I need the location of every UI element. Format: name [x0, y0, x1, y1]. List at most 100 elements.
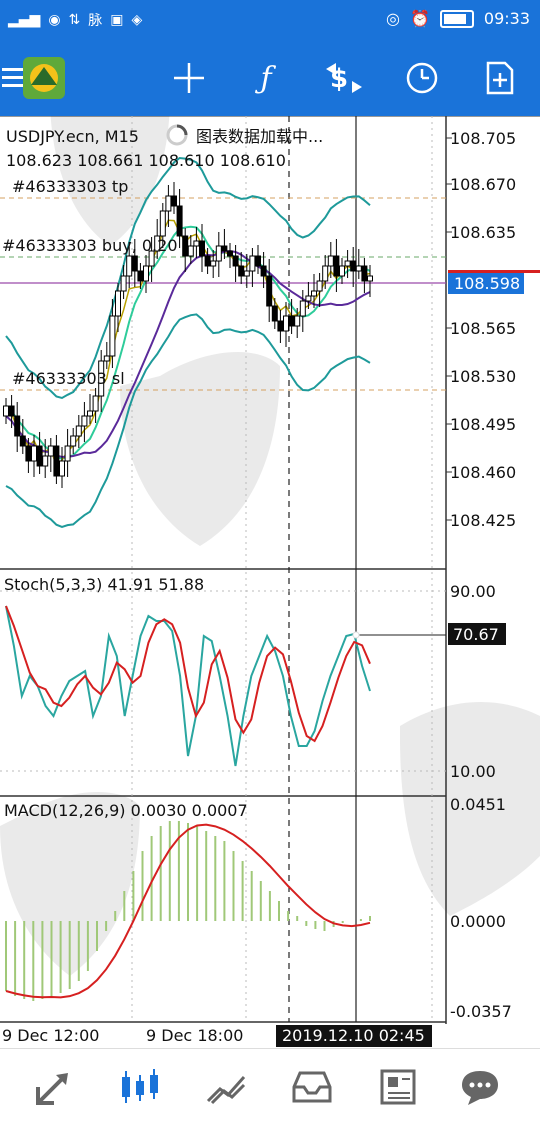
candle-body	[25, 445, 32, 462]
stoch-value-box	[448, 623, 506, 645]
menu-icon[interactable]	[0, 52, 42, 104]
loading-spinner-icon	[166, 124, 188, 146]
candle-body	[159, 210, 166, 237]
top-toolbar: ƒ $	[0, 40, 540, 116]
clock-icon[interactable]	[396, 52, 448, 104]
image-icon: ▣	[110, 12, 124, 28]
network-icon: ⇅	[68, 12, 81, 28]
macd-level-label: 0.0000	[450, 912, 506, 931]
symbol-label: USDJPY.ecn, M15	[6, 127, 139, 146]
candle-body	[131, 255, 138, 272]
candle-body	[187, 245, 194, 257]
candle-body	[14, 415, 21, 437]
status-bar: ▂▄▆ ◉ ⇅ 脉 ▣ ◈ ◎ ⏰ 09:33	[0, 0, 540, 40]
candle-body	[176, 205, 183, 237]
candle-body	[355, 265, 362, 272]
candle-body	[333, 255, 340, 277]
candle-body	[283, 315, 289, 332]
candle-body	[19, 435, 26, 447]
candle-body	[109, 315, 116, 357]
macd-level-label: -0.0357	[450, 1002, 512, 1021]
app-icon: ◈	[131, 12, 143, 28]
trending-icon[interactable]	[204, 1065, 248, 1109]
candle-body	[210, 260, 217, 267]
price-label: 108.425	[450, 511, 516, 530]
price-label: 108.565	[450, 319, 516, 338]
battery-icon	[439, 9, 474, 28]
chat-icon[interactable]	[458, 1065, 502, 1109]
price-label: 108.495	[450, 415, 516, 434]
watermark-shield	[0, 76, 540, 976]
macd-level-label: 0.0451	[450, 795, 506, 814]
candle-body	[137, 270, 144, 282]
function-icon[interactable]: ƒ	[260, 60, 272, 96]
candle-body	[199, 240, 205, 257]
chart-area[interactable]: USDJPY.ecn, M15 图表数据加载中... 108.623 108.6…	[0, 76, 540, 1048]
order-tp-label: #46333303 tp	[12, 177, 128, 196]
candle-body	[266, 275, 273, 307]
candle-body	[70, 435, 77, 447]
time-label: 9 Dec 18:00	[146, 1026, 243, 1045]
price-label: 108.670	[450, 175, 516, 194]
candle-body	[120, 275, 127, 292]
candle-body	[221, 245, 228, 252]
candle-body	[204, 255, 211, 267]
trade-arrows-icon[interactable]	[32, 1065, 76, 1109]
candle-body	[115, 290, 121, 317]
net-label: 脉	[88, 13, 103, 29]
candle-body	[232, 255, 239, 267]
candle-body	[350, 260, 357, 272]
candle-body	[322, 265, 329, 282]
status-left-icons: ▂▄▆ ◉ ⇅ 脉 ▣ ◈	[8, 10, 142, 30]
candle-body	[47, 445, 54, 457]
candle-body	[182, 235, 189, 257]
candle-body	[277, 320, 284, 332]
candle-body	[339, 265, 345, 277]
candle-body	[294, 315, 301, 327]
stoch-level-label: 90.00	[450, 582, 496, 601]
price-label: 108.530	[450, 367, 516, 386]
chart-grid	[0, 115, 540, 1024]
candle-body	[260, 265, 267, 277]
cursor-time-label: 2019.12.10 02:45	[282, 1026, 425, 1045]
candle-body	[103, 355, 110, 362]
bollinger-upper-line	[5, 156, 371, 400]
candle-body	[299, 300, 306, 317]
candle-body	[288, 315, 295, 327]
app-icon: ◉	[48, 12, 61, 28]
bottom-nav	[0, 1048, 540, 1123]
candle-body	[316, 280, 323, 292]
candle-body	[154, 235, 161, 252]
candle-body	[215, 245, 222, 262]
stoch-value-label: 70.67	[453, 625, 499, 644]
crosshair-icon[interactable]	[163, 52, 215, 104]
cursor-time-box	[276, 1025, 432, 1047]
price-label: 108.460	[450, 463, 516, 482]
candle-body	[64, 445, 71, 462]
chart-icon[interactable]	[118, 1065, 162, 1109]
stoch-main-line	[5, 605, 371, 767]
macd-label: MACD(12,26,9) 0.0030 0.0007	[4, 801, 248, 820]
add-document-icon[interactable]	[474, 52, 526, 104]
candle-body	[171, 195, 177, 207]
order-sl-label: #46333303 sl	[12, 369, 125, 388]
trade-icon[interactable]: $	[318, 52, 370, 104]
inbox-icon[interactable]	[290, 1065, 334, 1109]
macd-signal-line	[5, 823, 371, 999]
candle-body	[42, 455, 49, 467]
stoch-label: Stoch(5,3,3) 41.91 51.88	[4, 575, 204, 594]
candle-body	[53, 445, 60, 477]
current-price-label: 108.598	[454, 274, 520, 293]
candle-body	[367, 275, 373, 282]
candle-body	[98, 360, 105, 397]
candle-body	[165, 195, 172, 212]
price-label: 108.635	[450, 223, 516, 242]
candle-body	[227, 250, 233, 257]
loading-text: 图表数据加载中...	[196, 127, 323, 146]
metatrader-logo	[18, 52, 70, 104]
bollinger-lower-line	[5, 313, 371, 528]
clock-time: 09:33	[483, 9, 530, 28]
candle-body	[59, 460, 65, 477]
news-icon[interactable]	[376, 1065, 420, 1109]
current-price-box	[448, 272, 524, 294]
